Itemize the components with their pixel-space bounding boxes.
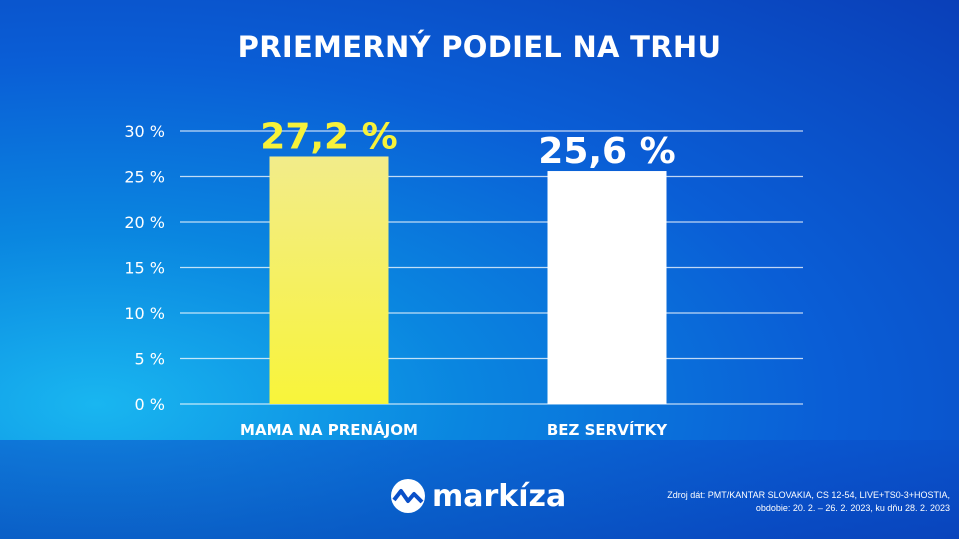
- x-category-label: BEZ SERVÍTKY: [547, 420, 668, 439]
- y-tick-label: 30 %: [124, 122, 165, 141]
- source-line-1: Zdroj dát: PMT/KANTAR SLOVAKIA, CS 12-54…: [667, 490, 950, 500]
- logo-text: markíza: [432, 478, 567, 514]
- source-line-2: obdobie: 20. 2. – 26. 2. 2023, ku dňu 28…: [755, 503, 950, 513]
- y-tick-label: 0 %: [135, 395, 165, 414]
- y-tick-label: 5 %: [135, 350, 165, 369]
- markiza-wave-logo-icon: [391, 479, 425, 513]
- footer-band: [0, 440, 959, 539]
- y-tick-label: 25 %: [124, 168, 165, 187]
- y-tick-label: 15 %: [124, 259, 165, 278]
- markiza-logo: markíza: [390, 478, 566, 514]
- bar-1: [269, 156, 389, 404]
- chart-title: PRIEMERNÝ PODIEL NA TRHU: [237, 30, 722, 64]
- data-label: 27,2 %: [260, 116, 397, 157]
- source-note: Zdroj dát: PMT/KANTAR SLOVAKIA, CS 12-54…: [667, 489, 950, 515]
- x-category-label: MAMA NA PRENÁJOM: [240, 420, 418, 439]
- data-label: 25,6 %: [538, 131, 675, 172]
- y-tick-label: 10 %: [124, 304, 165, 323]
- y-tick-label: 20 %: [124, 213, 165, 232]
- bar-2: [547, 171, 667, 404]
